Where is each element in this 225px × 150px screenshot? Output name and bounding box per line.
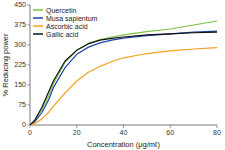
x-axis-label: Concentration (μg/mℓ) <box>87 140 161 149</box>
legend-swatch <box>33 9 43 11</box>
y-tick <box>27 45 30 46</box>
x-tick <box>30 125 31 128</box>
x-tick-label: 20 <box>73 129 81 136</box>
x-tick <box>123 125 124 128</box>
x-tick <box>217 125 218 128</box>
series-line <box>30 32 217 125</box>
x-tick-label: 0 <box>28 129 32 136</box>
legend-swatch <box>33 33 43 35</box>
series-line <box>30 48 217 125</box>
chart-container: 0 20 40 60 80 0 75 150 225 300 375 450 Concentration… <box>0 0 225 150</box>
y-axis-label: % Reducing power <box>1 33 10 96</box>
y-tick-label: 0 <box>22 121 26 128</box>
y-tick <box>27 85 30 86</box>
y-tick-label: 300 <box>14 41 26 48</box>
x-tick-label: 40 <box>120 129 128 136</box>
legend-label: Musa sapientum <box>46 15 98 23</box>
x-tick-label: 80 <box>213 129 221 136</box>
y-tick <box>27 105 30 106</box>
series-line <box>30 31 217 125</box>
chart: 0 20 40 60 80 0 75 150 225 300 375 450 Concentration… <box>0 0 225 150</box>
y-tick-label: 450 <box>14 1 26 8</box>
legend-label: Ascorbic acid <box>46 23 88 30</box>
y-tick-label: 150 <box>14 81 26 88</box>
legend-label: Quercetin <box>46 7 76 15</box>
plot-area <box>30 21 217 125</box>
y-tick <box>27 5 30 6</box>
y-tick-label: 75 <box>18 101 26 108</box>
y-tick <box>27 65 30 66</box>
legend-label: Gallic acid <box>46 31 78 38</box>
series-line <box>30 21 217 125</box>
legend: QuercetinMusa sapientumAscorbic acidGall… <box>33 7 98 38</box>
legend-swatch <box>33 25 43 27</box>
x-tick <box>170 125 171 128</box>
y-tick <box>27 25 30 26</box>
y-tick <box>27 125 30 126</box>
y-tick-label: 225 <box>14 61 26 68</box>
y-tick-label: 375 <box>14 21 26 28</box>
x-tick <box>76 125 77 128</box>
legend-swatch <box>33 17 43 19</box>
x-tick-label: 60 <box>166 129 174 136</box>
